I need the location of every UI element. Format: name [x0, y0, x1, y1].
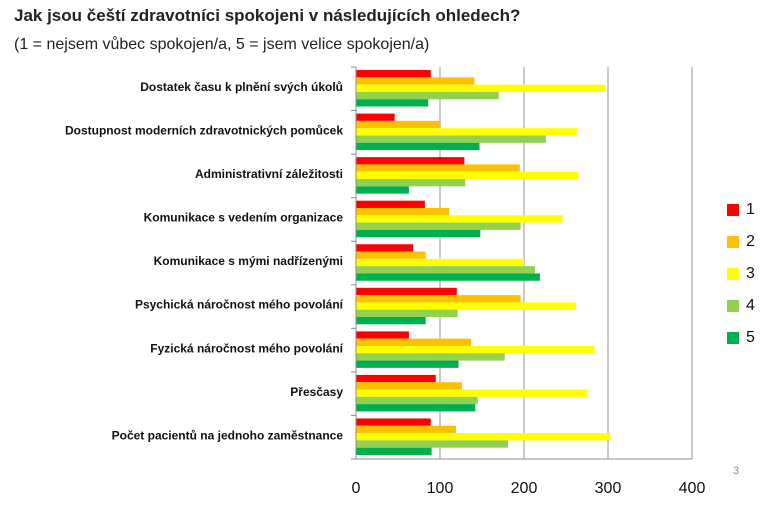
bar-4	[356, 309, 458, 318]
bar-4	[356, 135, 546, 143]
bar-1	[356, 418, 431, 426]
bar-3	[356, 84, 606, 92]
bar-2	[356, 295, 521, 303]
legend-swatch-4	[727, 300, 739, 312]
category-label: Dostatek času k plnění svých úkolů	[140, 80, 343, 94]
category-labels: Dostatek času k plnění svých úkolů Dostup…	[65, 80, 344, 442]
bar-1	[356, 200, 425, 208]
bars	[356, 70, 611, 455]
bar-2	[356, 338, 472, 346]
bar-4	[356, 222, 521, 230]
bar-1	[356, 113, 395, 121]
legend-label-5: 5	[746, 329, 755, 346]
category-label: Psychická náročnost mého povolání	[135, 298, 344, 312]
bar-1	[356, 374, 436, 383]
bar-3	[356, 433, 611, 441]
bar-3	[356, 345, 595, 354]
legend-swatch-5	[727, 332, 739, 344]
bar-5	[356, 273, 540, 281]
bar-2	[356, 120, 440, 129]
category-label: Počet pacientů na jednoho zaměstnance	[112, 428, 344, 442]
axes	[351, 66, 692, 460]
x-tick-label: 100	[427, 480, 454, 497]
bar-1	[356, 244, 414, 252]
bar-4	[356, 396, 478, 405]
chart-title: Jak jsou čeští zdravotníci spokojeni v n…	[14, 6, 521, 25]
category-label: Administrativní záležitosti	[195, 167, 343, 181]
bar-5	[356, 99, 429, 107]
x-tick-label: 200	[511, 480, 538, 497]
bar-3	[356, 128, 577, 136]
category-label: Komunikace s vedením organizace	[144, 211, 344, 225]
bar-5	[356, 186, 409, 194]
legend-label-3: 3	[746, 265, 755, 282]
bar-3	[356, 258, 524, 267]
bar-5	[356, 229, 481, 238]
bar-2	[356, 425, 456, 434]
legend: 1 2 3 4 5	[727, 201, 755, 346]
bar-2	[356, 382, 462, 390]
bar-1	[356, 70, 431, 78]
bar-1	[356, 157, 465, 165]
bar-2	[356, 164, 520, 172]
bar-4	[356, 440, 509, 448]
bar-1	[356, 331, 409, 339]
bar-2	[356, 207, 450, 216]
bar-5	[356, 317, 426, 325]
bar-3	[356, 389, 587, 397]
legend-swatch-3	[727, 268, 739, 280]
bar-5	[356, 142, 480, 151]
bar-5	[356, 360, 459, 368]
legend-label-2: 2	[746, 233, 755, 250]
bar-4	[356, 266, 535, 274]
category-label: Fyzická náročnost mého povolání	[150, 341, 343, 355]
legend-swatch-1	[727, 204, 739, 216]
category-label: Dostupnost moderních zdravotnických pomů…	[65, 124, 343, 138]
bar-3	[356, 171, 579, 180]
bar-4	[356, 179, 466, 187]
x-tick-label: 300	[595, 480, 622, 497]
legend-label-1: 1	[746, 201, 755, 218]
bar-2	[356, 251, 426, 259]
x-tick-label: 0	[352, 480, 361, 497]
category-label: Přesčasy	[290, 385, 343, 399]
legend-label-4: 4	[746, 297, 755, 314]
legend-swatch-2	[727, 236, 739, 248]
chart-subtitle: (1 = nejsem vůbec spokojen/a, 5 = jsem v…	[14, 36, 430, 53]
page-number: 3	[733, 465, 740, 477]
bar-4	[356, 91, 499, 100]
category-label: Komunikace s mými nadřízenými	[154, 254, 343, 268]
bar-5	[356, 447, 432, 455]
bar-1	[356, 287, 457, 296]
bar-2	[356, 77, 475, 85]
bar-3	[356, 215, 563, 223]
bar-5	[356, 404, 476, 412]
x-tick-label: 400	[679, 480, 706, 497]
x-tick-labels: 0 100 200 300 400	[352, 480, 706, 497]
bar-4	[356, 353, 505, 361]
bar-3	[356, 302, 577, 310]
